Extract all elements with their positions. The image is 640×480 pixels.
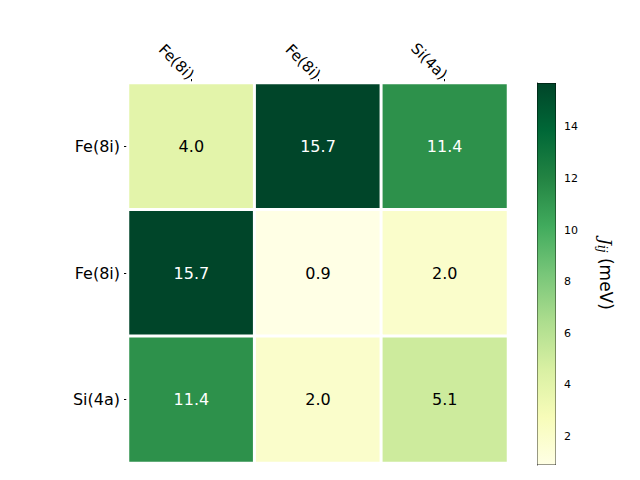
svg-text:Si(4a): Si(4a) <box>73 390 120 409</box>
svg-text:5.1: 5.1 <box>432 390 457 409</box>
svg-text:4: 4 <box>564 378 571 391</box>
svg-text:10: 10 <box>564 224 578 237</box>
svg-text:15.7: 15.7 <box>174 264 210 283</box>
svg-text:4.0: 4.0 <box>179 137 204 156</box>
svg-text:2: 2 <box>564 430 571 443</box>
svg-text:2.0: 2.0 <box>305 390 330 409</box>
svg-text:11.4: 11.4 <box>427 137 463 156</box>
svg-text:Fe(8i): Fe(8i) <box>282 41 325 84</box>
svg-text:8: 8 <box>564 275 571 288</box>
svg-text:Fe(8i): Fe(8i) <box>75 137 120 156</box>
svg-text:15.7: 15.7 <box>300 137 336 156</box>
svg-text:11.4: 11.4 <box>174 390 210 409</box>
svg-text:Fe(8i): Fe(8i) <box>75 264 120 283</box>
svg-text:0.9: 0.9 <box>305 264 330 283</box>
svg-text:2.0: 2.0 <box>432 264 457 283</box>
svg-text:ij: ij <box>595 245 609 253</box>
svg-text:12: 12 <box>564 172 578 185</box>
svg-text:6: 6 <box>564 327 571 340</box>
svg-text:14: 14 <box>564 120 578 133</box>
svg-text:Si(4a): Si(4a) <box>407 39 451 83</box>
svg-text:Fe(8i): Fe(8i) <box>155 41 198 84</box>
svg-text:(meV): (meV) <box>596 253 616 310</box>
svg-text:J: J <box>596 238 616 245</box>
